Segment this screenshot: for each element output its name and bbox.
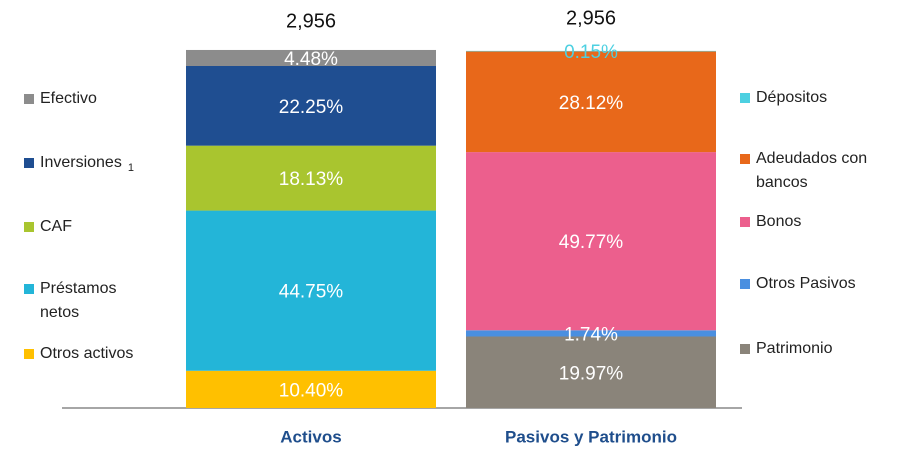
legend-text: Otros Pasivos — [756, 275, 856, 292]
legend-label: Patrimonio — [756, 337, 910, 361]
legend-label: Otros Pasivos — [756, 272, 910, 296]
legend-label: Adeudados con bancos — [756, 147, 905, 195]
category-label: Activos — [280, 427, 341, 446]
bar-segment — [466, 51, 716, 153]
legend-label: Inversiones 1 — [40, 151, 174, 180]
legend-swatch — [740, 344, 750, 354]
data-label: 10.40% — [279, 380, 344, 401]
data-label: 22.25% — [279, 97, 344, 118]
legend-label: Préstamos netos — [40, 277, 124, 325]
category-label: Pasivos y Patrimonio — [505, 427, 677, 446]
legend-swatch — [24, 222, 34, 232]
total-label: 2,956 — [566, 7, 616, 29]
bar-segment — [186, 145, 436, 211]
legend-item: Adeudados con bancos — [740, 147, 905, 195]
legend-swatch — [24, 284, 34, 294]
bar-segment — [466, 330, 716, 337]
legend-text: Otros activos — [40, 345, 134, 362]
legend-text: Préstamos netos — [40, 280, 117, 321]
bar-segment — [186, 66, 436, 146]
legend-swatch — [24, 94, 34, 104]
legend-item: Inversiones 1 — [24, 151, 174, 180]
data-label: 0.15% — [564, 42, 618, 63]
bar-segment — [186, 210, 436, 371]
legend-swatch — [740, 93, 750, 103]
legend-text: Efectivo — [40, 90, 97, 107]
legend-swatch — [740, 217, 750, 227]
legend-swatch — [740, 154, 750, 164]
legend-text: Inversiones — [40, 154, 122, 171]
legend-text: Dépositos — [756, 89, 828, 106]
legend-text: Adeudados con bancos — [756, 150, 868, 191]
legend-item: Efectivo — [24, 87, 174, 111]
legend-label: Efectivo — [40, 87, 174, 111]
legend-swatch — [24, 349, 34, 359]
legend-label: CAF — [40, 215, 174, 239]
legend-swatch — [24, 158, 34, 168]
legend-text: CAF — [40, 218, 72, 235]
total-label: 2,956 — [286, 10, 336, 32]
legend-item: Dépositos — [740, 86, 910, 110]
legend-item: Patrimonio — [740, 337, 910, 361]
data-label: 1.74% — [564, 324, 618, 345]
legend-item: Bonos — [740, 210, 910, 234]
data-label: 18.13% — [279, 169, 344, 190]
bar-segment — [466, 336, 716, 408]
legend-item: Otros activos — [24, 342, 174, 366]
bar-segment — [186, 49, 436, 67]
legend-item: Préstamos netos — [24, 277, 124, 325]
data-label: 4.48% — [284, 49, 338, 70]
data-label: 28.12% — [559, 93, 624, 114]
bar-segment — [186, 370, 436, 408]
legend-label: Bonos — [756, 210, 910, 234]
legend-text: Bonos — [756, 213, 802, 230]
footnote-mark: 1 — [127, 162, 134, 175]
data-label: 19.97% — [559, 363, 624, 384]
data-label: 44.75% — [279, 282, 344, 303]
legend-swatch — [740, 279, 750, 289]
legend-item: Otros Pasivos — [740, 272, 910, 296]
legend-label: Dépositos — [756, 86, 910, 110]
legend-text: Patrimonio — [756, 340, 833, 357]
data-label: 49.77% — [559, 232, 624, 253]
legend-item: CAF — [24, 215, 174, 239]
bar-segment — [466, 50, 716, 52]
bar-segment — [466, 152, 716, 331]
legend-label: Otros activos — [40, 342, 174, 366]
